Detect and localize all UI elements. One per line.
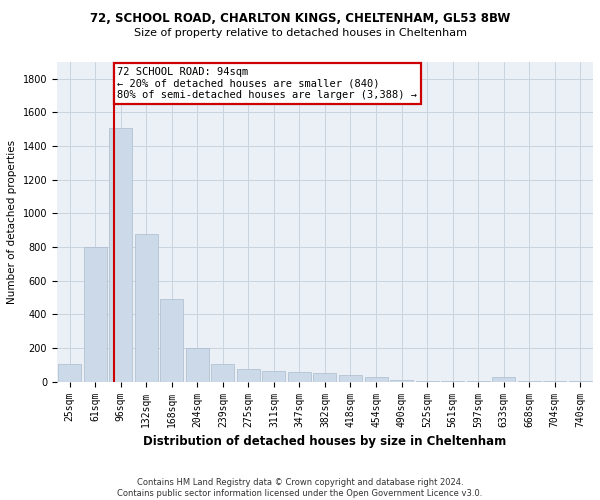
Text: 72 SCHOOL ROAD: 94sqm
← 20% of detached houses are smaller (840)
80% of semi-det: 72 SCHOOL ROAD: 94sqm ← 20% of detached … [118,67,418,100]
Bar [288,372,311,382]
Bar [135,234,158,382]
Bar [58,364,81,382]
Bar [211,364,235,382]
Text: Contains HM Land Registry data © Crown copyright and database right 2024.
Contai: Contains HM Land Registry data © Crown c… [118,478,482,498]
Bar [339,374,362,382]
Y-axis label: Number of detached properties: Number of detached properties [7,140,17,304]
Bar [109,128,132,382]
Bar [492,376,515,382]
Bar [313,374,337,382]
Bar [262,371,286,382]
Bar [365,376,388,382]
Text: Size of property relative to detached houses in Cheltenham: Size of property relative to detached ho… [133,28,467,38]
X-axis label: Distribution of detached houses by size in Cheltenham: Distribution of detached houses by size … [143,435,506,448]
Text: 72, SCHOOL ROAD, CHARLTON KINGS, CHELTENHAM, GL53 8BW: 72, SCHOOL ROAD, CHARLTON KINGS, CHELTEN… [90,12,510,26]
Bar [83,247,107,382]
Bar [237,368,260,382]
Bar [390,380,413,382]
Bar [186,348,209,382]
Bar [160,300,183,382]
